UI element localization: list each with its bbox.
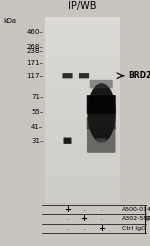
Text: kDa: kDa xyxy=(4,18,17,24)
FancyBboxPatch shape xyxy=(79,73,89,78)
FancyBboxPatch shape xyxy=(87,95,116,114)
Text: .: . xyxy=(66,226,69,231)
FancyBboxPatch shape xyxy=(90,80,113,88)
Text: .: . xyxy=(66,216,69,221)
Text: .: . xyxy=(100,207,102,212)
Text: Ctrl IgG: Ctrl IgG xyxy=(122,226,146,231)
Text: BRD2: BRD2 xyxy=(128,71,150,80)
Text: +: + xyxy=(98,224,105,233)
Text: 31–: 31– xyxy=(31,138,44,144)
Text: .: . xyxy=(83,226,85,231)
Ellipse shape xyxy=(87,83,116,143)
Text: 171–: 171– xyxy=(27,60,44,66)
FancyBboxPatch shape xyxy=(96,138,106,143)
FancyBboxPatch shape xyxy=(64,138,71,144)
Text: A302-582A: A302-582A xyxy=(122,216,150,221)
Text: 55–: 55– xyxy=(31,109,44,115)
Text: IP: IP xyxy=(146,216,150,222)
FancyBboxPatch shape xyxy=(87,117,116,129)
Text: 268–: 268– xyxy=(27,44,44,50)
Text: 71–: 71– xyxy=(31,94,44,100)
Text: 460–: 460– xyxy=(27,29,44,35)
FancyBboxPatch shape xyxy=(87,127,116,153)
Text: 238–: 238– xyxy=(27,48,44,54)
Text: +: + xyxy=(81,215,87,223)
Text: A500-014A: A500-014A xyxy=(122,207,150,212)
Text: +: + xyxy=(64,205,71,214)
FancyBboxPatch shape xyxy=(62,73,73,78)
Text: .: . xyxy=(100,216,102,221)
Text: .: . xyxy=(83,207,85,212)
Text: 117–: 117– xyxy=(27,73,44,79)
Text: IP/WB: IP/WB xyxy=(68,1,97,11)
Text: 41–: 41– xyxy=(31,124,44,130)
